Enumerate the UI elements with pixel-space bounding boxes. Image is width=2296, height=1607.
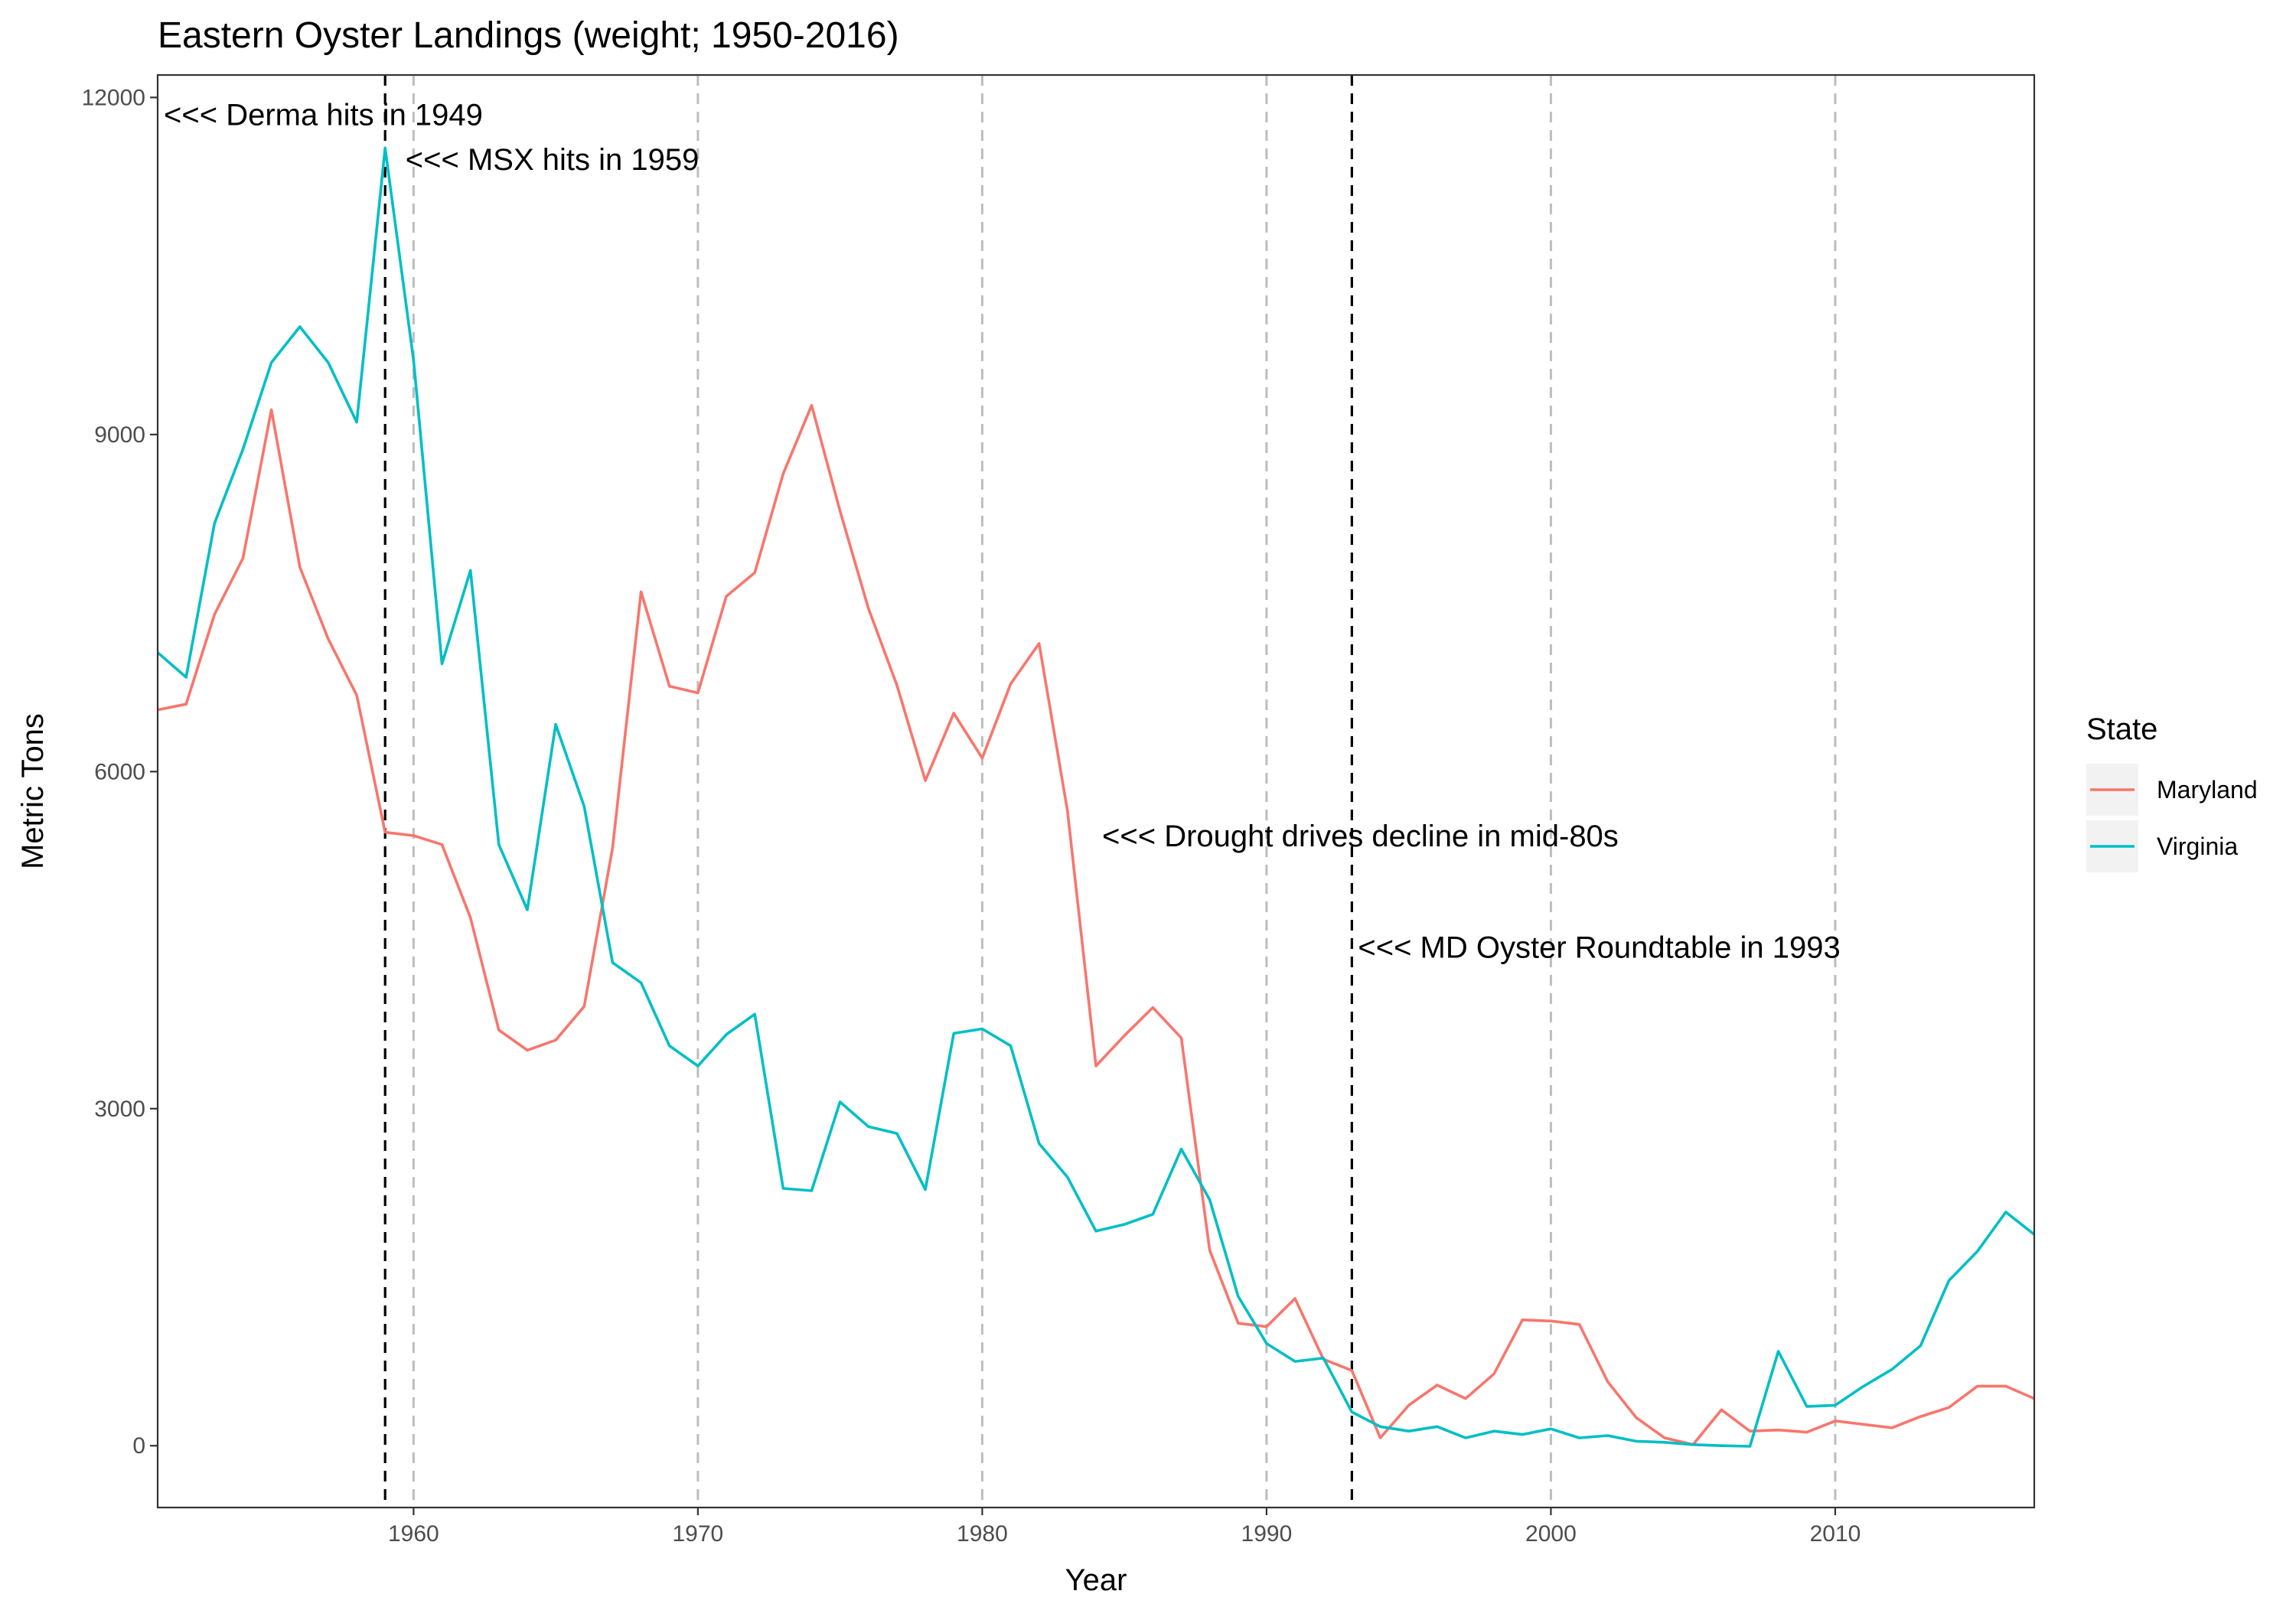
annotations: <<< Derma hits in 1949 <<< MSX hits in 19…: [164, 98, 1841, 964]
x-tick-label: 1960: [388, 1521, 439, 1547]
plot-panel-border: [156, 73, 2036, 1509]
y-tick-label: 0: [132, 1433, 145, 1459]
x-tick-label: 2000: [1525, 1521, 1577, 1547]
y-axis-title: Metric Tons: [16, 713, 50, 869]
y-tick-label: 9000: [94, 422, 145, 448]
annotation-1: <<< Derma hits in 1949: [164, 98, 483, 132]
legend: State Maryland Virginia: [2086, 712, 2258, 872]
y-axis: 0 3000 6000 9000 12000: [82, 85, 158, 1459]
legend-label-virginia: Virginia: [2157, 833, 2238, 860]
annotation-4: <<< MD Oyster Roundtable in 1993: [1358, 931, 1840, 964]
annotation-2: <<< MSX hits in 1959: [406, 143, 700, 177]
series-lines: [156, 146, 2036, 1448]
chart-title: Eastern Oyster Landings (weight; 1950-20…: [158, 15, 899, 56]
x-axis-title: Year: [1065, 1563, 1127, 1597]
legend-title: State: [2086, 712, 2157, 746]
x-tick-label: 1980: [957, 1521, 1008, 1547]
reference-lines: [383, 75, 1837, 1508]
x-axis: 1960 1970 1980 1990 2000 2010: [388, 1508, 1861, 1547]
series-line-maryland: [157, 403, 2035, 1446]
x-tick-label: 2010: [1810, 1521, 1861, 1547]
legend-label-maryland: Maryland: [2157, 776, 2258, 804]
y-tick-label: 12000: [82, 85, 145, 110]
x-tick-label: 1970: [673, 1521, 724, 1547]
y-tick-label: 6000: [94, 759, 145, 784]
series-line-virginia: [156, 146, 2036, 1448]
y-tick-label: 3000: [94, 1097, 145, 1122]
annotation-3: <<< Drought drives decline in mid-80s: [1102, 820, 1619, 853]
x-tick-label: 1990: [1241, 1521, 1293, 1547]
